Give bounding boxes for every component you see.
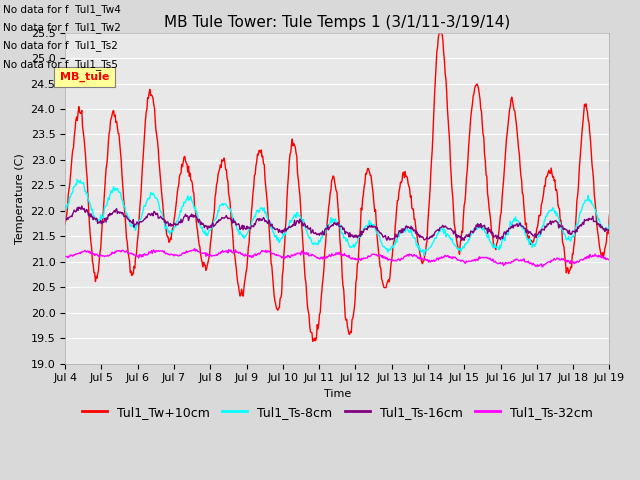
Tul1_Tw+10cm — [61, 221, 69, 227]
Tul1_Ts-16cm — [404, 224, 412, 230]
Tul1_Tw+10cm — [71, 127, 79, 132]
Legend: Tul1_Tw+10cm, Tul1_Ts-8cm, Tul1_Ts-16cm, Tul1_Ts-32cm: Tul1_Tw+10cm, Tul1_Ts-8cm, Tul1_Ts-16cm,… — [77, 401, 598, 424]
Tul1_Ts-32cm — [212, 252, 220, 258]
Tul1_Ts-8cm — [61, 208, 69, 214]
Tul1_Tw+10cm — [436, 24, 444, 30]
Tul1_Ts-8cm — [420, 252, 428, 258]
Tul1_Ts-8cm — [128, 222, 136, 228]
Tul1_Ts-8cm — [404, 228, 412, 233]
Tul1_Ts-32cm — [605, 257, 613, 263]
Tul1_Ts-8cm — [74, 177, 81, 182]
Tul1_Ts-16cm — [78, 203, 86, 209]
Tul1_Ts-32cm — [182, 248, 190, 254]
Line: Tul1_Ts-32cm: Tul1_Ts-32cm — [65, 249, 609, 267]
Line: Tul1_Ts-8cm: Tul1_Ts-8cm — [65, 180, 609, 255]
X-axis label: Time: Time — [324, 389, 351, 399]
Tul1_Ts-32cm — [191, 246, 198, 252]
Tul1_Ts-32cm — [71, 252, 79, 257]
Line: Tul1_Tw+10cm: Tul1_Tw+10cm — [65, 27, 609, 341]
Text: MB_tule: MB_tule — [60, 72, 109, 83]
Tul1_Ts-8cm — [183, 196, 191, 202]
Tul1_Ts-16cm — [183, 213, 191, 218]
Tul1_Ts-16cm — [128, 219, 136, 225]
Tul1_Ts-8cm — [212, 216, 220, 222]
Tul1_Ts-32cm — [420, 256, 428, 262]
Tul1_Tw+10cm — [211, 194, 219, 200]
Tul1_Ts-32cm — [61, 253, 69, 259]
Title: MB Tule Tower: Tule Temps 1 (3/1/11-3/19/14): MB Tule Tower: Tule Temps 1 (3/1/11-3/19… — [164, 15, 511, 30]
Tul1_Ts-16cm — [71, 208, 79, 214]
Line: Tul1_Ts-16cm: Tul1_Ts-16cm — [65, 206, 609, 240]
Tul1_Ts-32cm — [539, 264, 547, 270]
Tul1_Tw+10cm — [404, 180, 412, 186]
Y-axis label: Temperature (C): Temperature (C) — [15, 153, 25, 243]
Tul1_Ts-16cm — [212, 221, 220, 227]
Tul1_Ts-32cm — [127, 250, 135, 256]
Tul1_Ts-16cm — [420, 237, 428, 242]
Tul1_Ts-16cm — [458, 238, 466, 243]
Tul1_Tw+10cm — [420, 258, 428, 264]
Text: No data for f  Tul1_Ts2: No data for f Tul1_Ts2 — [3, 40, 118, 51]
Text: No data for f  Tul1_Ts5: No data for f Tul1_Ts5 — [3, 59, 118, 70]
Tul1_Ts-8cm — [605, 220, 613, 226]
Tul1_Ts-8cm — [71, 183, 79, 189]
Text: No data for f  Tul1_Tw2: No data for f Tul1_Tw2 — [3, 22, 121, 33]
Tul1_Tw+10cm — [309, 338, 317, 344]
Tul1_Tw+10cm — [127, 268, 135, 274]
Tul1_Ts-8cm — [421, 250, 429, 256]
Text: No data for f  Tul1_Tw4: No data for f Tul1_Tw4 — [3, 4, 121, 15]
Tul1_Tw+10cm — [182, 160, 190, 166]
Tul1_Ts-32cm — [404, 252, 412, 257]
Tul1_Ts-16cm — [61, 216, 69, 222]
Tul1_Ts-16cm — [605, 227, 613, 233]
Tul1_Tw+10cm — [605, 212, 613, 218]
